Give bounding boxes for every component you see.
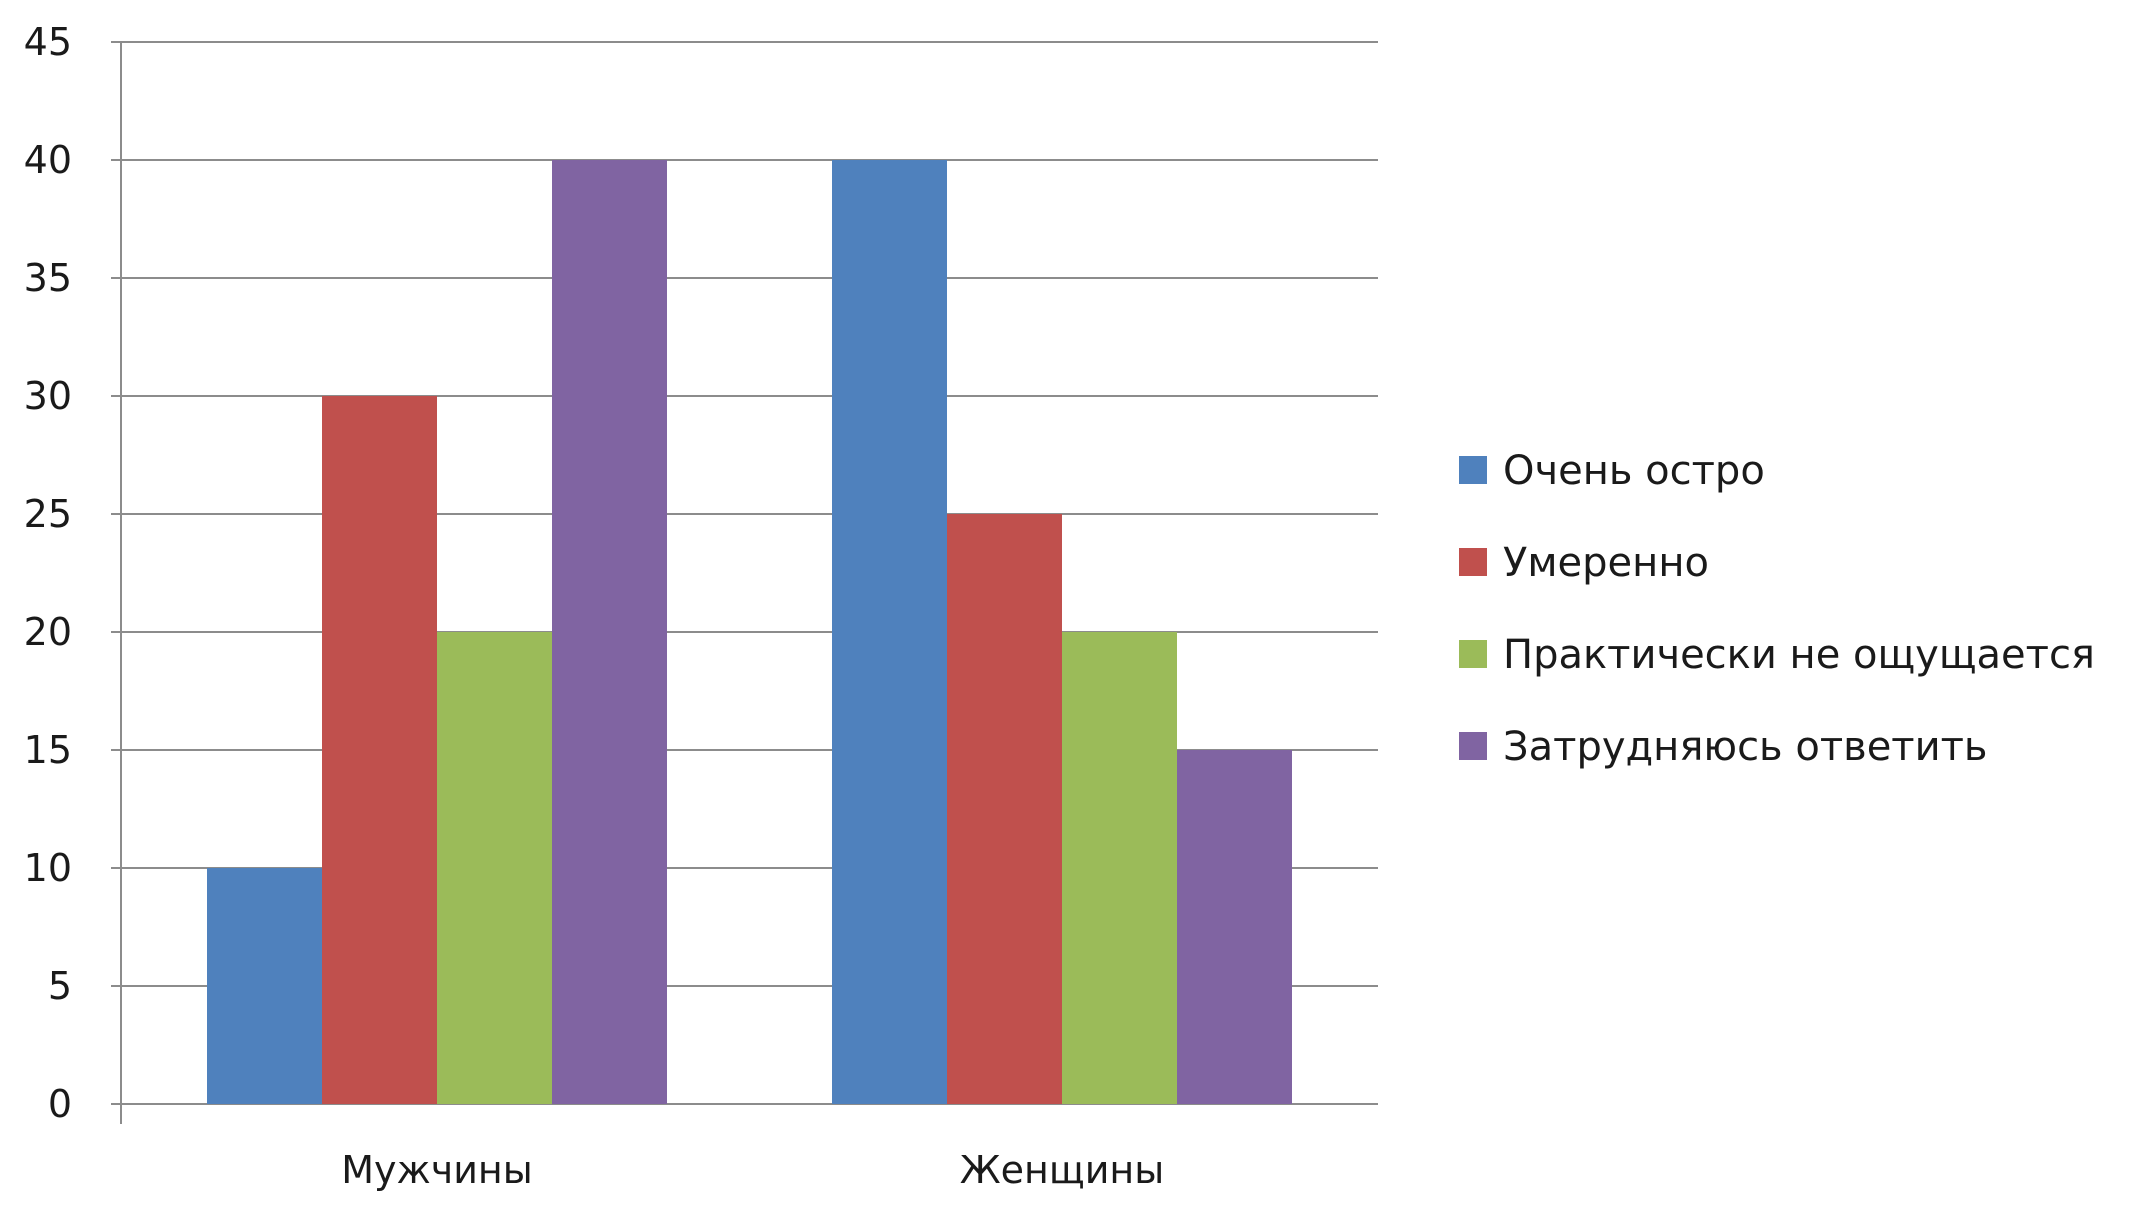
bar (437, 632, 552, 1104)
bar (207, 868, 322, 1104)
x-category-label: Мужчины (341, 1148, 533, 1192)
x-axis-category-labels: Мужчины Женщины (341, 1148, 1164, 1192)
bar (832, 160, 947, 1104)
legend-swatch (1459, 456, 1487, 484)
bar (947, 514, 1062, 1104)
y-tick-label: 25 (24, 492, 72, 536)
y-tick-label: 10 (24, 846, 72, 890)
y-tick-label: 15 (24, 728, 72, 772)
bar (552, 160, 667, 1104)
bar (322, 396, 437, 1104)
y-axis-tick-labels: 0 5 10 15 20 25 30 35 40 45 (24, 20, 72, 1126)
legend: Очень остро Умеренно Практически не ощущае… (1459, 448, 2095, 770)
y-tick-label: 30 (24, 374, 72, 418)
legend-label: Практически не ощущается (1503, 632, 2095, 678)
legend-swatch (1459, 732, 1487, 760)
y-tick-label: 40 (24, 138, 72, 182)
y-tick-label: 20 (24, 610, 72, 654)
x-category-label: Женщины (960, 1148, 1165, 1192)
y-tick-label: 5 (48, 964, 72, 1008)
legend-label: Очень остро (1503, 448, 1765, 494)
legend-label: Затрудняюсь ответить (1503, 724, 1987, 770)
bar (1177, 750, 1292, 1104)
bar (1062, 632, 1177, 1104)
legend-swatch (1459, 548, 1487, 576)
legend-swatch (1459, 640, 1487, 668)
y-tick-label: 45 (24, 20, 72, 64)
legend-label: Умеренно (1503, 540, 1709, 586)
bars (207, 160, 1292, 1104)
y-tick-label: 0 (48, 1082, 72, 1126)
y-tick-label: 35 (24, 256, 72, 300)
